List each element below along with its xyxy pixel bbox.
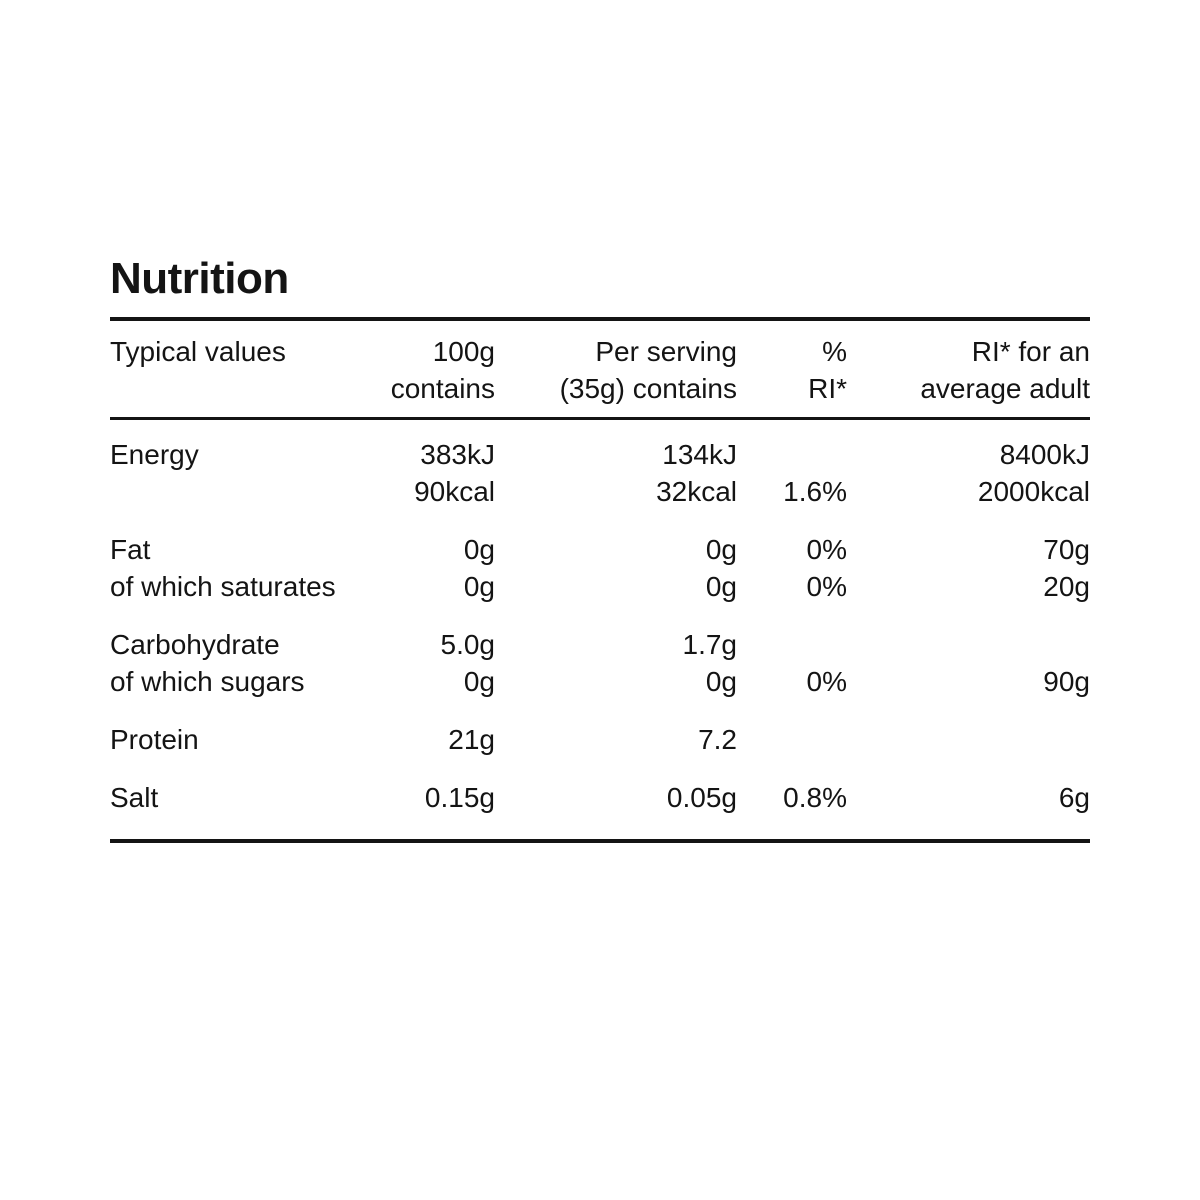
cell-line <box>847 626 1090 663</box>
cell-line: 90g <box>1043 666 1090 697</box>
header-line: % <box>822 336 847 367</box>
cell-line: 0g <box>463 534 495 565</box>
fat-percent-ri-cell: 0% 0% <box>737 531 847 605</box>
protein-ri-adult-cell <box>847 721 1090 758</box>
cell-line: 32kcal <box>656 476 737 507</box>
cell-line: 0% <box>806 534 847 565</box>
cell-line: 0% <box>806 571 847 602</box>
cell-line: 8400kJ <box>999 439 1090 470</box>
cell-line: 7.2 <box>698 724 737 755</box>
salt-ri-adult-cell: 6g <box>847 779 1090 816</box>
header-line: RI* for an <box>971 336 1090 367</box>
protein-serving-cell: 7.2 <box>495 721 737 758</box>
fat-ri-adult-cell: 70g 20g <box>847 531 1090 605</box>
cell-line: 0g <box>463 666 495 697</box>
header-per-serving: Per serving (35g) contains <box>495 333 737 407</box>
cell-line <box>847 721 1090 758</box>
divider-header <box>110 417 1090 420</box>
salt-serving-cell: 0.05g <box>495 779 737 816</box>
cell-line: 2000kcal <box>977 476 1090 507</box>
cell-line: 0.05g <box>666 782 737 813</box>
protein-100g-cell: 21g <box>372 721 495 758</box>
cell-line <box>737 626 847 663</box>
header-line <box>110 370 372 407</box>
protein-percent-ri-cell <box>737 721 847 758</box>
cell-line: 70g <box>1043 534 1090 565</box>
energy-percent-ri-cell: 1.6% <box>737 436 847 510</box>
cell-line: Carbohydrate <box>110 629 280 660</box>
cell-line: 0g <box>705 666 737 697</box>
header-per-100g: 100g contains <box>372 333 495 407</box>
cell-line: 20g <box>1043 571 1090 602</box>
cell-line: 0g <box>463 571 495 602</box>
cell-line: 383kJ <box>420 439 495 470</box>
divider-top <box>110 317 1090 321</box>
cell-line: Protein <box>110 724 199 755</box>
cell-line: Energy <box>110 439 199 470</box>
cell-line: 21g <box>448 724 495 755</box>
header-line: RI* <box>808 373 847 404</box>
energy-100g-cell: 383kJ 90kcal <box>372 436 495 510</box>
cell-line: 5.0g <box>440 629 496 660</box>
header-percent-ri: % RI* <box>737 333 847 407</box>
panel-title: Nutrition <box>110 254 289 303</box>
row-carbohydrate: Carbohydrate of which sugars 5.0g 0g 1.7… <box>110 626 1090 700</box>
cell-line: 6g <box>1058 782 1090 813</box>
cell-line: 0% <box>806 666 847 697</box>
carbohydrate-serving-cell: 1.7g 0g <box>495 626 738 700</box>
carbohydrate-percent-ri-cell: 0% <box>737 626 847 700</box>
cell-line: of which sugars <box>110 666 305 697</box>
cell-line: 0.8% <box>783 782 847 813</box>
protein-label-cell: Protein <box>110 721 372 758</box>
carbohydrate-label-cell: Carbohydrate of which sugars <box>110 626 372 700</box>
cell-line: of which saturates <box>110 571 336 602</box>
row-energy: Energy 383kJ 90kcal 134kJ 32kcal 1.6% 84… <box>110 436 1090 510</box>
energy-label-cell: Energy <box>110 436 372 510</box>
divider-bottom <box>110 839 1090 843</box>
cell-line: 0.15g <box>424 782 495 813</box>
row-salt: Salt 0.15g 0.05g 0.8% 6g <box>110 779 1090 816</box>
row-fat: Fat of which saturates 0g 0g 0g 0g 0% 0%… <box>110 531 1090 605</box>
header-line: (35g) contains <box>559 373 737 404</box>
carbohydrate-ri-adult-cell: 90g <box>847 626 1090 700</box>
cell-line: 1.6% <box>783 476 847 507</box>
cell-line <box>737 436 847 473</box>
cell-line <box>110 473 372 510</box>
carbohydrate-100g-cell: 5.0g 0g <box>372 626 496 700</box>
energy-serving-cell: 134kJ 32kcal <box>495 436 737 510</box>
salt-label-cell: Salt <box>110 779 372 816</box>
header-line: contains <box>390 373 495 404</box>
nutrition-panel: Nutrition Typical values 100g contains P… <box>110 256 1090 843</box>
cell-line: Salt <box>110 782 159 813</box>
cell-line <box>737 721 847 758</box>
cell-line: 0g <box>705 571 737 602</box>
header-line: Per serving <box>595 336 737 367</box>
row-protein: Protein 21g 7.2 <box>110 721 1090 758</box>
table-header-row: Typical values 100g contains Per serving… <box>110 333 1090 407</box>
cell-line: 134kJ <box>662 439 737 470</box>
header-line: 100g <box>432 336 495 367</box>
cell-line: 0g <box>705 534 737 565</box>
fat-serving-cell: 0g 0g <box>495 531 737 605</box>
header-typical-values: Typical values <box>110 333 372 407</box>
energy-ri-adult-cell: 8400kJ 2000kcal <box>847 436 1090 510</box>
fat-100g-cell: 0g 0g <box>372 531 495 605</box>
cell-line: Fat <box>110 534 151 565</box>
header-line: average adult <box>920 373 1090 404</box>
header-line: Typical values <box>110 336 286 367</box>
header-ri-average-adult: RI* for an average adult <box>847 333 1090 407</box>
salt-percent-ri-cell: 0.8% <box>737 779 847 816</box>
salt-100g-cell: 0.15g <box>372 779 495 816</box>
cell-line: 90kcal <box>414 476 495 507</box>
fat-label-cell: Fat of which saturates <box>110 531 372 605</box>
cell-line: 1.7g <box>682 629 738 660</box>
